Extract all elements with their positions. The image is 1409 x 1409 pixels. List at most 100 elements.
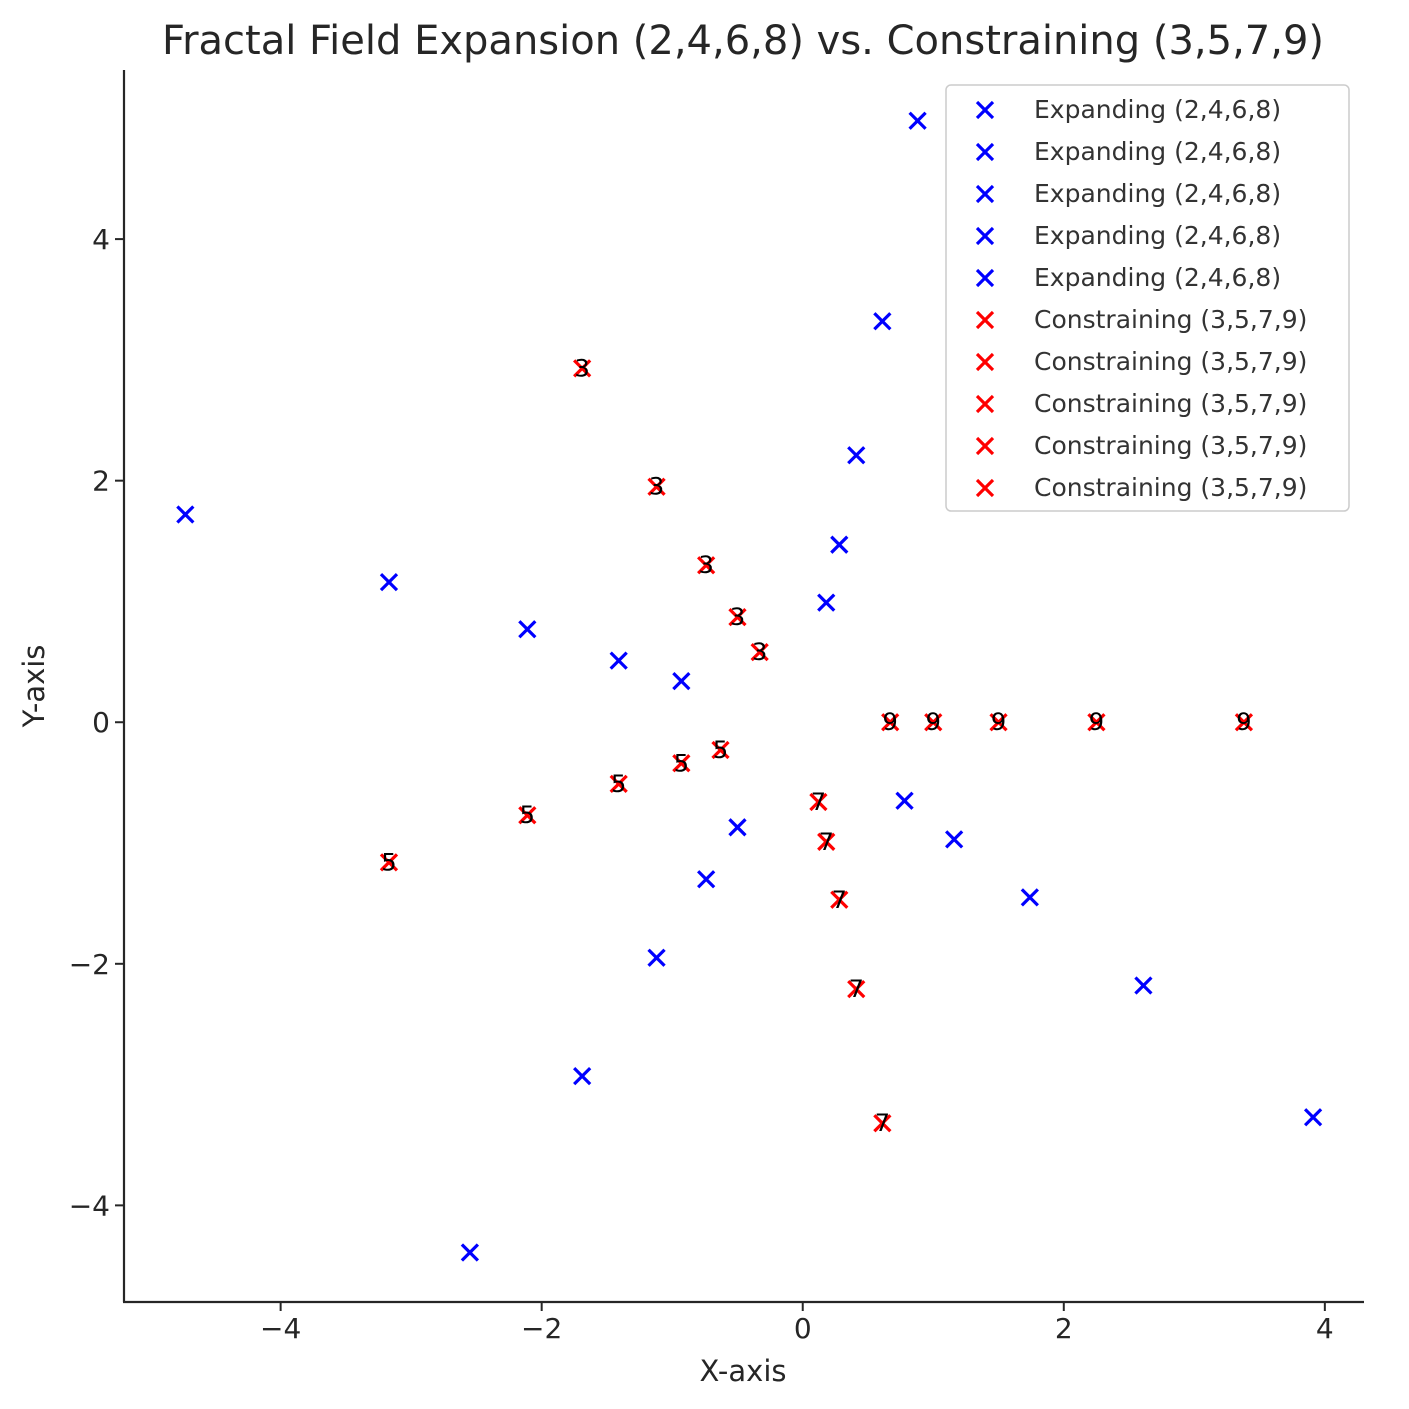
x-tick-label: −2 <box>521 1312 562 1345</box>
constraining-point <box>518 806 537 825</box>
constraining-point <box>573 359 592 378</box>
expanding-point-dot <box>902 798 907 803</box>
constraining-point <box>711 740 730 760</box>
legend-label: Expanding (2,4,6,8) <box>1034 179 1281 208</box>
legend-label: Expanding (2,4,6,8) <box>1034 263 1281 292</box>
legend-label: Constraining (3,5,7,9) <box>1034 431 1307 460</box>
constraining-point <box>728 608 747 627</box>
expanding-point-dot <box>735 825 740 830</box>
constraining-point <box>1087 713 1106 732</box>
point-label: 5 <box>520 801 535 829</box>
chart-title: Fractal Field Expansion (2,4,6,8) vs. Co… <box>162 18 1324 64</box>
legend: Expanding (2,4,6,8) Expanding (2,4,6,8) Ex… <box>945 84 1350 512</box>
expanding-point-dot <box>1310 1115 1316 1120</box>
constraining-point <box>1234 713 1254 732</box>
point-label: 5 <box>674 749 689 777</box>
constraining-point <box>847 980 866 999</box>
expanding-point-dot <box>467 1250 473 1255</box>
constraining-point <box>697 556 716 575</box>
expanding-point-dot <box>703 877 709 882</box>
point-label: 9 <box>1236 708 1251 736</box>
constraining-point <box>647 477 666 496</box>
point-label: 7 <box>849 975 864 1003</box>
constraining-point <box>809 792 828 812</box>
y-tick-label: 0 <box>92 706 110 739</box>
expanding-point-dot <box>854 453 859 458</box>
legend-marker <box>975 310 995 330</box>
x-ticks: −4 −2 0 2 4 <box>260 1302 1334 1345</box>
constraining-point <box>750 643 769 662</box>
legend-marker <box>975 352 995 372</box>
legend-label: Expanding (2,4,6,8) <box>1034 137 1281 166</box>
legend-marker <box>975 436 995 456</box>
point-label: 3 <box>649 473 664 501</box>
point-label: 7 <box>832 886 847 914</box>
y-axis-label: Y-axis <box>17 645 51 729</box>
x-tick-label: 0 <box>794 1312 812 1345</box>
constraining-point <box>379 853 399 872</box>
expanding-point-dot <box>915 118 920 123</box>
constraining-point <box>924 713 943 732</box>
expanding-point-dot <box>579 1073 585 1079</box>
expanding-point-dot <box>183 512 188 517</box>
point-label: 3 <box>575 354 590 382</box>
point-label: 3 <box>752 638 767 666</box>
point-label: 5 <box>611 770 626 798</box>
legend-marker <box>975 394 995 414</box>
point-label: 9 <box>1089 708 1104 736</box>
expanding-point-dot <box>951 837 957 842</box>
expanding-point-dot <box>616 658 621 663</box>
constraining-point <box>881 713 900 732</box>
constraining-point <box>989 713 1008 732</box>
expanding-point-dot <box>1141 983 1146 988</box>
constraining-point <box>873 1114 892 1133</box>
expanding-point-dot <box>386 579 392 585</box>
expanding-point-dot <box>1027 895 1033 900</box>
legend-marker <box>975 226 995 246</box>
legend-label: Constraining (3,5,7,9) <box>1034 473 1307 502</box>
point-label: 5 <box>381 848 396 876</box>
constraining-point <box>672 754 691 773</box>
expanding-point-dot <box>525 627 530 632</box>
y-tick-label: 4 <box>92 223 110 256</box>
constraining-point <box>817 832 836 851</box>
expanding-point-dot <box>880 319 885 324</box>
x-tick-label: −4 <box>260 1312 301 1345</box>
y-tick-label: −2 <box>69 948 110 981</box>
point-label: 9 <box>926 708 941 736</box>
point-label: 7 <box>875 1109 890 1137</box>
point-label: 9 <box>991 708 1006 736</box>
x-tick-label: 2 <box>1055 1312 1073 1345</box>
point-label: 3 <box>730 603 745 631</box>
legend-marker <box>975 268 995 288</box>
legend-label: Expanding (2,4,6,8) <box>1034 221 1281 250</box>
x-axis-label: X-axis <box>700 1354 787 1388</box>
legend-label: Expanding (2,4,6,8) <box>1034 95 1281 124</box>
legend-label: Constraining (3,5,7,9) <box>1034 347 1307 376</box>
legend-marker <box>975 184 995 204</box>
x-tick-label: 4 <box>1316 1312 1334 1345</box>
point-label: 9 <box>883 708 898 736</box>
y-tick-label: −4 <box>69 1189 110 1222</box>
constraining-point <box>830 890 849 909</box>
legend-label: Constraining (3,5,7,9) <box>1034 389 1307 418</box>
legend-marker <box>975 142 995 162</box>
legend-label: Constraining (3,5,7,9) <box>1034 305 1307 334</box>
point-label: 7 <box>811 788 826 816</box>
legend-marker <box>975 100 995 120</box>
point-label: 3 <box>699 551 714 579</box>
y-ticks: −4 −2 0 2 4 <box>69 223 124 1222</box>
y-tick-label: 2 <box>92 465 110 498</box>
point-label: 7 <box>819 828 834 856</box>
legend-items: Expanding (2,4,6,8) Expanding (2,4,6,8) Ex… <box>975 95 1307 502</box>
expanding-point-dot <box>654 955 659 960</box>
expanding-point-dot <box>837 542 842 547</box>
expanding-point-dot <box>824 600 829 605</box>
point-label: 5 <box>713 736 728 764</box>
expanding-point-dot <box>679 678 684 684</box>
legend-marker <box>975 478 995 498</box>
constraining-point <box>609 774 628 793</box>
